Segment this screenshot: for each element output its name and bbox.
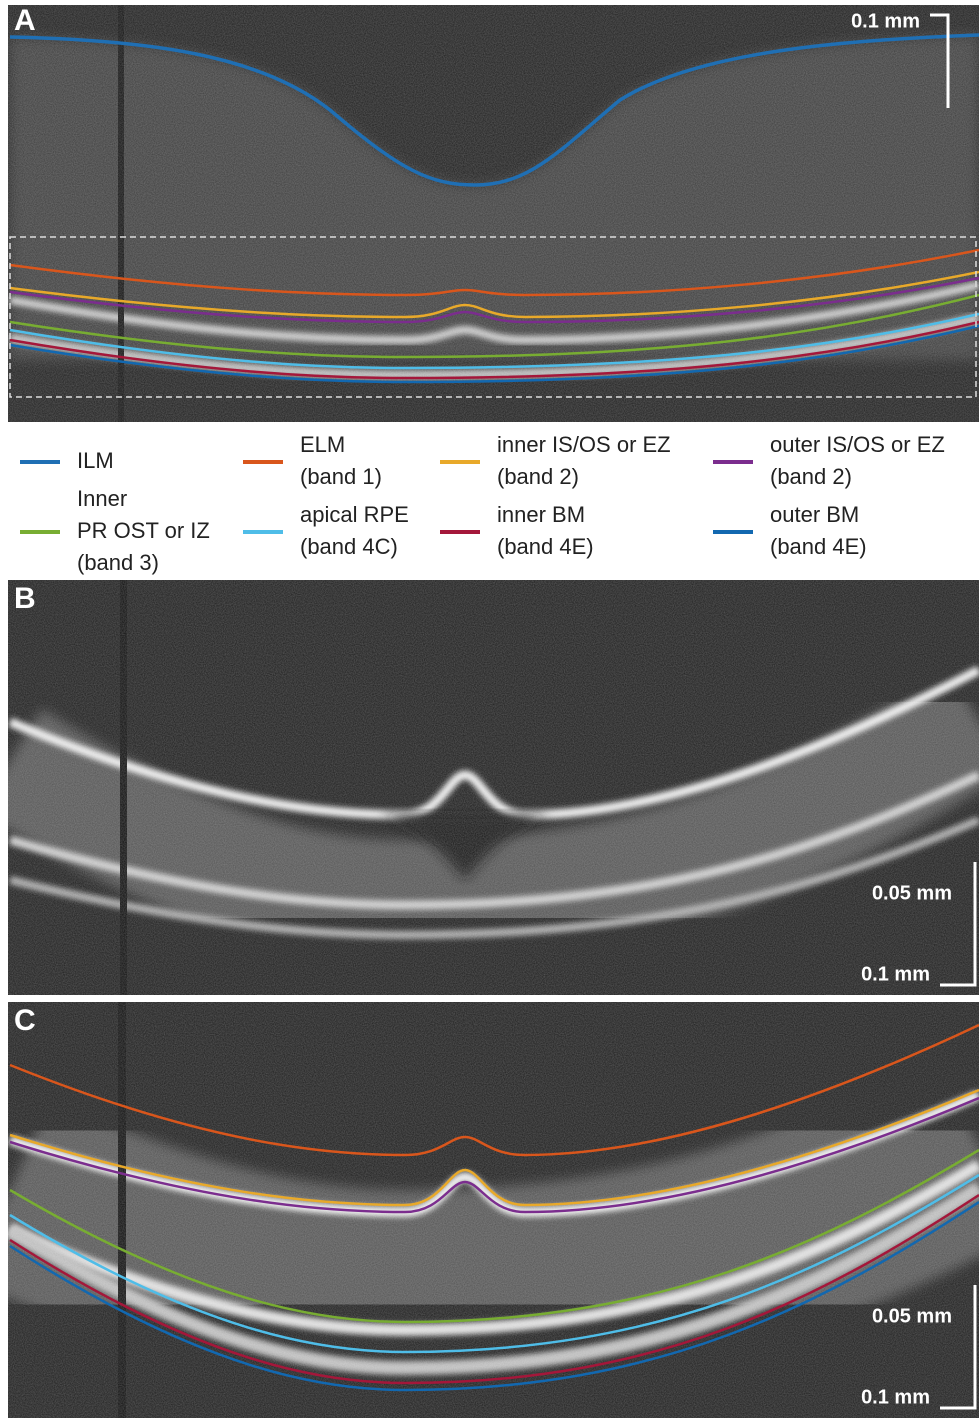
layer-boundary [9,1200,979,1392]
legend-label: inner IS/OS or EZ [497,432,671,457]
scale-label: 0.1 mm [861,1386,930,1408]
zoom-box [9,236,977,398]
scale-label: 0.05 mm [872,882,952,904]
scale-label: 0.1 mm [861,963,930,985]
scale-label: 0.1 mm [851,10,920,32]
layer-boundary [9,1193,979,1385]
layer-boundary [9,1148,979,1324]
panel-label: B [14,582,36,615]
layer-boundary [9,312,979,370]
legend-label: (band 2) [497,464,579,489]
panels [8,5,979,1418]
panel-label: C [14,1004,36,1037]
scale-bar [940,862,977,987]
layer-boundary [9,276,979,324]
legend-label: outer IS/OS or EZ [770,432,945,457]
legend-label: outer BM [770,502,859,527]
legend-label: Inner [77,486,127,511]
layer-boundary [9,1096,979,1214]
legend-label: ELM [300,432,345,457]
scale-bar [930,13,950,108]
speckle [8,580,979,995]
scale-bar [940,1285,977,1410]
legend: ILM ELM (band 1) inner IS/OS or EZ (band 2) o… [20,432,945,575]
scale-label: 0.05 mm [872,1305,952,1327]
legend-label: (band 4E) [770,534,867,559]
layer-boundary [9,293,979,359]
panel-label: A [14,4,36,37]
legend-label: apical RPE [300,502,409,527]
layer-boundary [9,1173,979,1354]
layer-boundary [9,248,979,297]
legend-label: (band 4C) [300,534,398,559]
speckle [8,1002,979,1418]
layer-boundary [9,1023,979,1157]
ilm-boundary [9,33,979,187]
layer-boundary [9,270,979,319]
legend-label: inner BM [497,502,585,527]
speckle [8,5,979,422]
layer-boundary [9,324,979,384]
legend-label: PR OST or IZ [77,518,210,543]
legend-label: (band 3) [77,550,159,575]
legend-label: ILM [77,448,114,473]
layer-boundary [9,1088,979,1207]
legend-label: (band 1) [300,464,382,489]
legend-label: (band 4E) [497,534,594,559]
legend-label: (band 2) [770,464,852,489]
layer-boundary [9,320,979,380]
